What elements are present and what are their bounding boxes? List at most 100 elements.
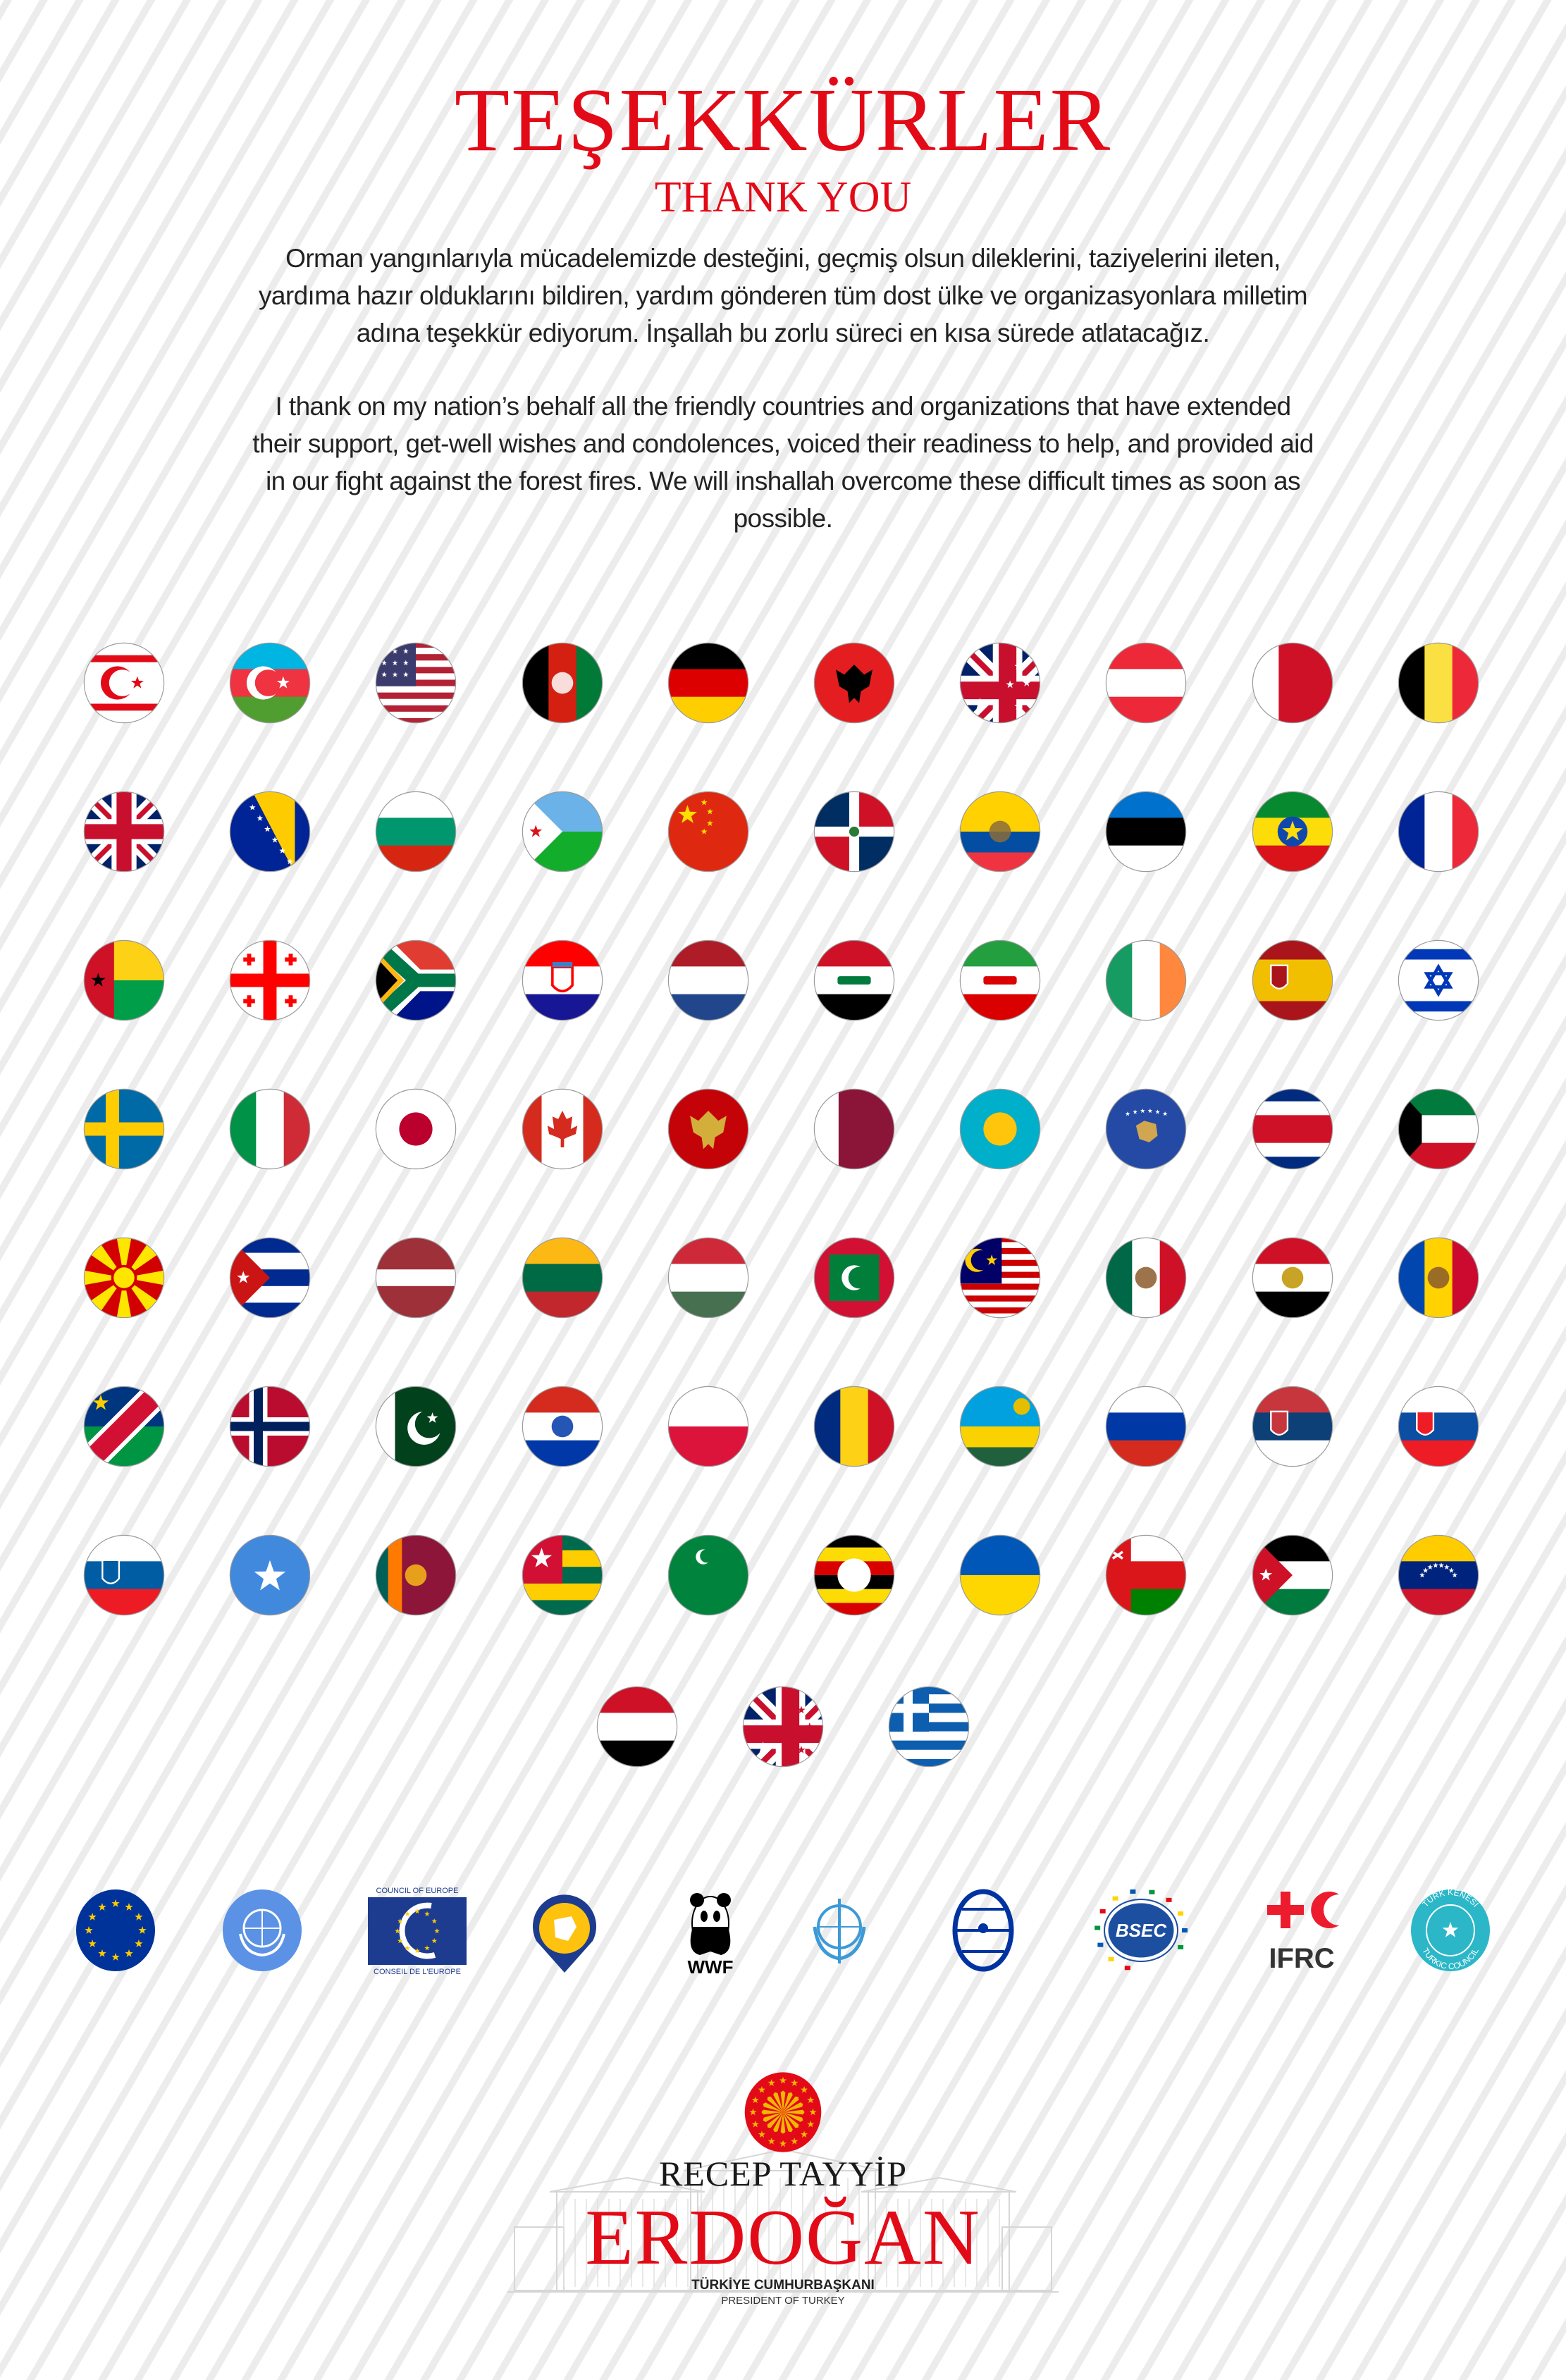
- logo-european-union-icon: [63, 1885, 168, 1976]
- message-line: Orman yangınlarıyla mücadelemizde desteğ…: [285, 244, 1281, 273]
- message-turkish: Orman yangınlarıyla mücadelemizde desteğ…: [0, 240, 1566, 352]
- logo-syria-civil-defence-icon: [512, 1885, 617, 1976]
- flag-south-africa-icon: [374, 939, 457, 1022]
- flag-greece-icon: [887, 1685, 970, 1768]
- logo-ifrc-icon: IFRC: [1249, 1885, 1355, 1976]
- flag-togo-icon: [521, 1534, 604, 1617]
- flag-romania-icon: [813, 1385, 896, 1468]
- flag-israel-icon: [1397, 939, 1480, 1022]
- message-line: their support, get-well wishes and condo…: [252, 429, 1314, 458]
- flag-china-icon: [667, 790, 750, 873]
- flag-lithuania-icon: [521, 1236, 604, 1319]
- flag-slovakia-icon: [1397, 1385, 1480, 1468]
- flag-kazakhstan-icon: [958, 1087, 1042, 1171]
- flag-yemen-icon: [596, 1685, 679, 1768]
- flag-ethiopia-icon: [1251, 790, 1334, 873]
- flag-malaysia-icon: [958, 1236, 1042, 1319]
- logo-council-of-europe-icon: COUNCIL OF EUROPE CONSEIL DE L'EUROPE: [364, 1885, 470, 1976]
- flag-northern-cyprus-icon: [82, 641, 166, 725]
- flag-germany-icon: [667, 641, 750, 725]
- flag-norway-icon: [228, 1385, 312, 1468]
- flag-canada-icon: [521, 1087, 604, 1171]
- org-text: WWF: [688, 1956, 734, 1976]
- flag-albania-icon: [813, 641, 896, 725]
- flag-somalia-icon: [228, 1534, 312, 1617]
- flag-cuba-icon: [228, 1236, 312, 1319]
- message-line: possible.: [733, 504, 833, 533]
- signature-title-english: PRESIDENT OF TURKEY: [721, 2295, 845, 2307]
- flag-pakistan-icon: [374, 1385, 457, 1468]
- flag-djibouti-icon: [521, 790, 604, 873]
- flag-venezuela-icon: [1397, 1534, 1480, 1617]
- flag-poland-icon: [667, 1385, 750, 1468]
- logo-turkic-council-icon: TÜRK KENESİ TURKIC COUNCIL: [1398, 1885, 1503, 1976]
- flag-uganda-icon: [813, 1534, 896, 1617]
- flag-belgium-icon: [1397, 641, 1480, 725]
- flag-ukraine-icon: [958, 1534, 1042, 1617]
- flag-ireland-icon: [1104, 939, 1188, 1022]
- flag-rwanda-icon: [958, 1385, 1042, 1468]
- org-text: BSEC: [1116, 1920, 1167, 1941]
- flag-north-macedonia-icon: [82, 1236, 166, 1319]
- flag-guinea-bissau-icon: [82, 939, 166, 1022]
- flag-qatar-icon: [813, 1087, 896, 1171]
- presidential-palace-illustration: [507, 2148, 1059, 2293]
- logo-united-nations-icon: [209, 1885, 315, 1976]
- flag-bahrain-icon: [1251, 641, 1334, 725]
- flag-united-kingdom-icon: [82, 790, 166, 873]
- presidential-seal: [744, 2072, 822, 2152]
- message-line: in our fight against the forest fires. W…: [266, 467, 1300, 495]
- flag-bulgaria-icon: [374, 790, 457, 873]
- message-line: I thank on my nation’s behalf all the fr…: [275, 392, 1292, 421]
- flag-afghanistan-icon: [521, 641, 604, 725]
- flag-kosovo-icon: [1104, 1087, 1188, 1171]
- org-text-top: COUNCIL OF EUROPE: [376, 1887, 459, 1895]
- signature-last-name: ERDOĞAN: [585, 2194, 981, 2281]
- logo-iom-icon: [930, 1885, 1036, 1976]
- flag-moldova-icon: [1397, 1236, 1480, 1319]
- flag-namibia-icon: [82, 1385, 166, 1468]
- flag-austria-icon: [1104, 641, 1188, 725]
- flag-australia-icon: [958, 641, 1042, 725]
- flag-sri-lanka-icon: [374, 1534, 457, 1617]
- flag-costa-rica-icon: [1251, 1087, 1334, 1171]
- flag-turkmenistan-icon: [667, 1534, 750, 1617]
- message-line: adına teşekkür ediyorum. İnşallah bu zor…: [356, 319, 1210, 347]
- logo-wwf-icon: WWF: [658, 1885, 763, 1976]
- org-text-bottom: CONSEIL DE L'EUROPE: [374, 1968, 461, 1976]
- flag-russia-icon: [1104, 1385, 1188, 1468]
- flag-hungary-icon: [667, 1236, 750, 1319]
- flag-dominican-republic-icon: [813, 790, 896, 873]
- message-english: I thank on my nation’s behalf all the fr…: [0, 388, 1566, 537]
- flag-georgia-icon: [228, 939, 312, 1022]
- signature-first-name: RECEP TAYYİP: [658, 2154, 908, 2193]
- flag-jordan-icon: [1251, 1534, 1334, 1617]
- flag-azerbaijan-icon: [228, 641, 312, 725]
- flag-ecuador-icon: [958, 790, 1042, 873]
- flag-croatia-icon: [521, 939, 604, 1022]
- flag-new-zealand-icon: [741, 1685, 825, 1768]
- flag-egypt-icon: [1251, 1236, 1334, 1319]
- flag-netherlands-icon: [667, 939, 750, 1022]
- flag-slovenia-icon: [82, 1534, 166, 1617]
- flag-italy-icon: [228, 1087, 312, 1171]
- page-subtitle: THANK YOU: [654, 173, 912, 221]
- logo-bsec-icon: BSEC: [1088, 1885, 1194, 1976]
- flag-montenegro-icon: [667, 1087, 750, 1171]
- flag-paraguay-icon: [521, 1385, 604, 1468]
- flag-iraq-icon: [813, 939, 896, 1022]
- flag-iran-icon: [958, 939, 1042, 1022]
- org-text: IFRC: [1269, 1943, 1334, 1974]
- flag-estonia-icon: [1104, 790, 1188, 873]
- signature-title-turkish: TÜRKİYE CUMHURBAŞKANI: [691, 2278, 875, 2293]
- flag-serbia-icon: [1251, 1385, 1334, 1468]
- flag-united-states-icon: [374, 641, 457, 725]
- flag-oman-icon: [1104, 1534, 1188, 1617]
- flag-kuwait-icon: [1397, 1087, 1480, 1171]
- flag-sweden-icon: [82, 1087, 166, 1171]
- message-line: yardıma hazır olduklarını bildiren, yard…: [258, 281, 1308, 310]
- flag-bosnia-herzegovina-icon: [228, 790, 312, 873]
- flag-maldives-icon: [813, 1236, 896, 1319]
- flag-japan-icon: [374, 1087, 457, 1171]
- flag-latvia-icon: [374, 1236, 457, 1319]
